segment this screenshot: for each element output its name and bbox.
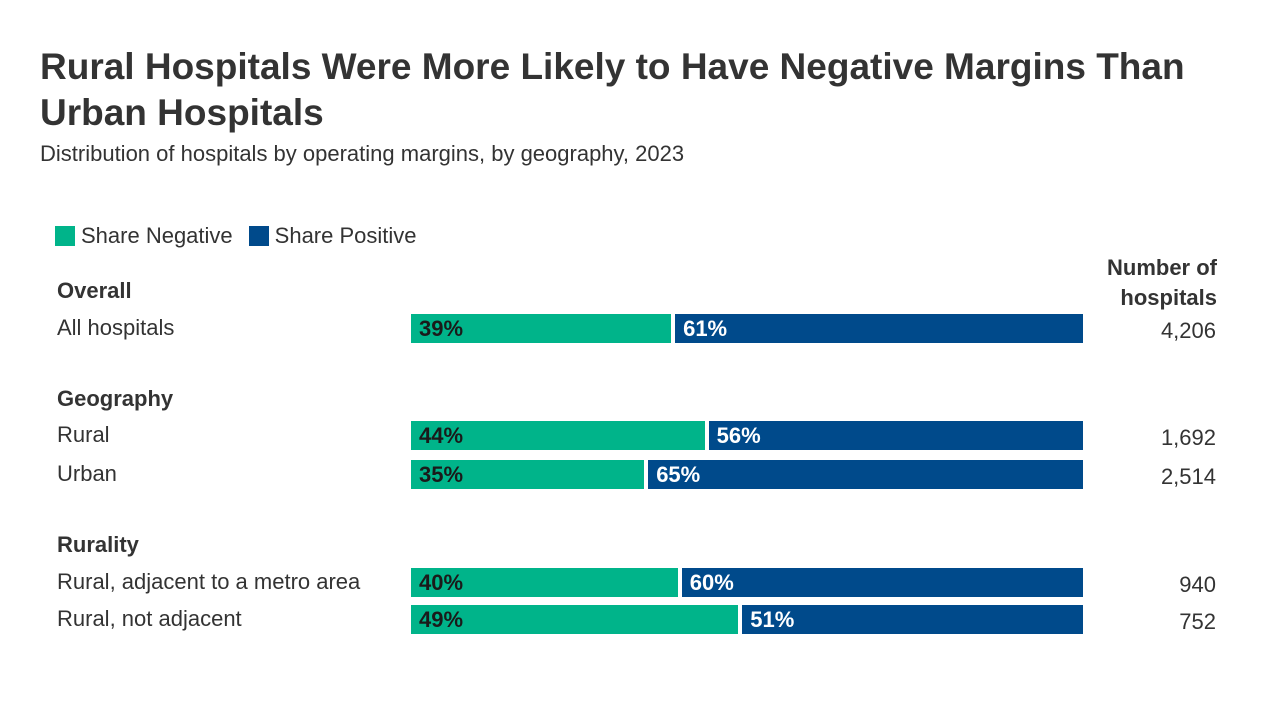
group-label: Overall bbox=[57, 278, 132, 303]
bar-positive bbox=[681, 568, 1083, 597]
row-label: Rural bbox=[57, 422, 110, 447]
data-label-negative: 40% bbox=[419, 570, 464, 595]
bar-negative bbox=[411, 314, 672, 343]
hospital-count: 1,692 bbox=[1160, 425, 1216, 450]
bar-positive bbox=[648, 460, 1083, 489]
row-label: Rural, not adjacent bbox=[57, 606, 242, 631]
bar-negative bbox=[411, 460, 645, 489]
legend: Share Negative Share Positive bbox=[55, 223, 433, 249]
bar-negative bbox=[411, 605, 739, 634]
bar-negative bbox=[411, 568, 678, 597]
data-label-negative: 35% bbox=[419, 462, 464, 487]
legend-swatch-negative bbox=[55, 226, 75, 246]
legend-swatch-positive bbox=[248, 226, 269, 246]
count-column-header: Number of hospitals bbox=[1107, 255, 1217, 310]
bar-negative bbox=[411, 421, 705, 450]
legend-item-negative: Share Negative bbox=[55, 223, 233, 249]
row-label: Urban bbox=[57, 461, 117, 486]
data-label-negative: 49% bbox=[419, 607, 464, 632]
bar-positive bbox=[675, 314, 1083, 343]
legend-label-positive: Share Positive bbox=[274, 223, 417, 248]
data-label-positive: 65% bbox=[656, 462, 701, 487]
row-label: All hospitals bbox=[57, 315, 175, 340]
hospital-count: 4,206 bbox=[1160, 318, 1216, 343]
data-label-positive: 60% bbox=[689, 570, 734, 595]
data-label-positive: 51% bbox=[750, 607, 795, 632]
chart-subtitle: Distribution of hospitals by operating m… bbox=[40, 141, 685, 166]
legend-item-positive: Share Positive bbox=[248, 223, 417, 249]
bar-positive bbox=[742, 605, 1083, 634]
hospital-count: 752 bbox=[1179, 609, 1216, 634]
bar-positive bbox=[708, 421, 1083, 450]
data-label-negative: 39% bbox=[419, 316, 464, 341]
data-label-negative: 44% bbox=[419, 423, 464, 448]
hospital-count: 2,514 bbox=[1160, 464, 1216, 489]
chart-title: Rural Hospitals Were More Likely to Have… bbox=[40, 46, 1185, 133]
data-label-positive: 56% bbox=[716, 423, 761, 448]
row-label: Rural, adjacent to a metro area bbox=[57, 569, 361, 594]
data-label-positive: 61% bbox=[683, 316, 728, 341]
hospital-count: 940 bbox=[1179, 572, 1216, 597]
group-label: Geography bbox=[57, 386, 174, 411]
group-label: Rurality bbox=[57, 532, 139, 557]
legend-label-negative: Share Negative bbox=[81, 223, 233, 248]
